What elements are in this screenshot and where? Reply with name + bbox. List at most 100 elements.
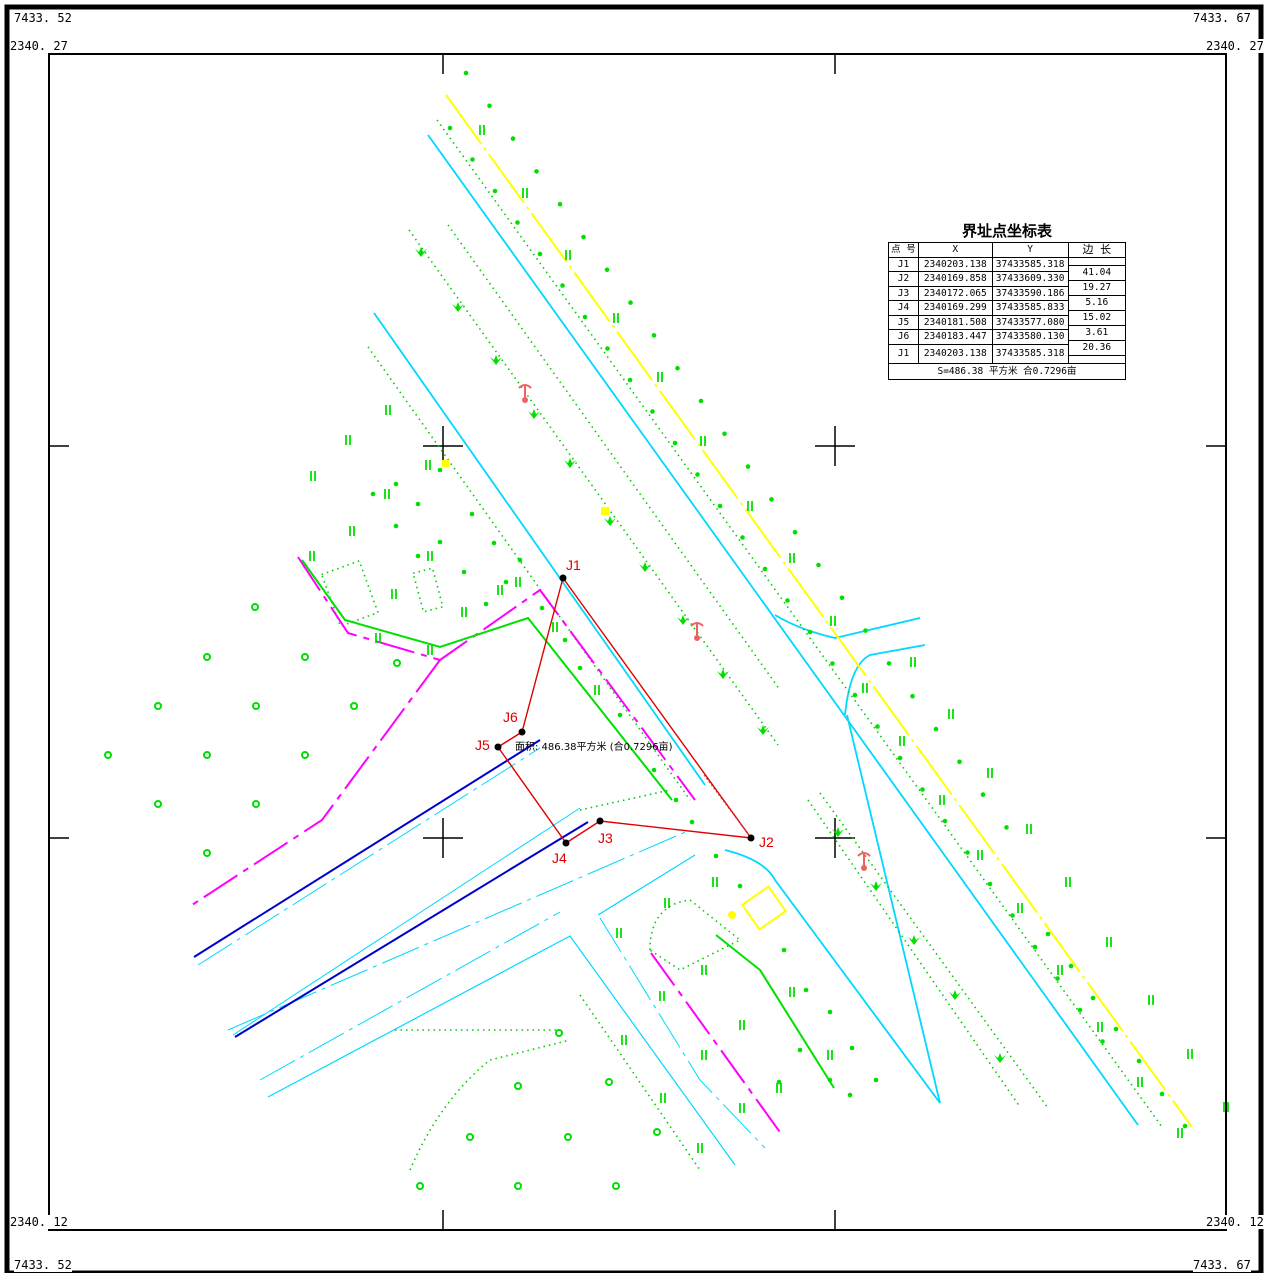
shrub-dot [557, 201, 563, 207]
green-solid-lines [301, 559, 835, 1089]
shrub-dot [675, 365, 680, 371]
cell-point: J5 [888, 314, 919, 330]
tree-circle [393, 659, 401, 667]
shrub-dot [1100, 1039, 1105, 1044]
shrub-dot [910, 693, 915, 699]
header-length: 边 长 [1067, 242, 1127, 258]
shrub-dot [717, 503, 723, 509]
grass-symbol [660, 1093, 666, 1103]
shrub-dot [604, 267, 610, 273]
shrub-dot [562, 637, 568, 643]
grass-symbol [910, 657, 916, 667]
shrub-dot [415, 553, 421, 559]
grass-symbol [789, 987, 795, 997]
shrub-dot [437, 539, 443, 545]
shrub-dot [875, 724, 880, 729]
grass-symbol [1026, 824, 1032, 834]
shrub-dot [713, 853, 719, 859]
shrub-dot [933, 726, 939, 732]
cell-point: J6 [888, 329, 919, 345]
header-y: Y [991, 242, 1069, 258]
shrub-dot [627, 377, 633, 383]
cell-length: 3.61 [1067, 324, 1127, 341]
shrub-dot [1090, 995, 1096, 1001]
shrub-dot [560, 283, 565, 288]
grass-symbol [701, 1050, 707, 1060]
grass-symbol [664, 898, 670, 908]
grass-symbol [830, 616, 836, 626]
tree-circle [514, 1082, 522, 1090]
cell-y: 37433585.833 [991, 300, 1069, 316]
corner-label-bottom-right-northing: 2340. 12 [1206, 1215, 1264, 1229]
shrub-dot [849, 1045, 855, 1051]
grass-symbol [1106, 937, 1112, 947]
shrub-dot [792, 529, 798, 535]
shrub-dot [803, 987, 809, 993]
grass-symbol [427, 645, 433, 655]
shrub-dot [628, 300, 633, 305]
cell-x: 2340203.138 [917, 343, 993, 364]
header-x: X [917, 242, 993, 258]
tree-circle [653, 1128, 661, 1136]
grass-symbol [427, 551, 433, 561]
shrub-dot [1182, 1123, 1188, 1129]
shrub-dot [987, 881, 993, 887]
tree-circle [555, 1029, 563, 1037]
grass-symbol [621, 1035, 627, 1045]
blue-lines [193, 739, 589, 1038]
palm-symbol [528, 409, 540, 419]
grass-symbol [375, 633, 381, 643]
grass-symbol [657, 372, 663, 382]
shrub-dot [689, 819, 695, 825]
tree-circle [203, 849, 211, 857]
grass-symbol [1017, 903, 1023, 913]
grass-symbol [701, 965, 707, 975]
grass-symbol [552, 622, 558, 632]
grass-symbol [697, 1143, 703, 1153]
parcel-point-j5 [494, 743, 502, 751]
cell-y: 37433585.318 [991, 256, 1069, 272]
tree-circle [251, 603, 259, 611]
grass-symbol [1137, 1077, 1143, 1087]
shrub-dot [370, 491, 376, 497]
cell-x: 2340169.858 [917, 271, 993, 287]
grass-symbol [349, 526, 355, 536]
grass-symbol [384, 489, 390, 499]
grass-symbol [747, 501, 753, 511]
grass-symbol [515, 577, 521, 587]
shrub-dot [863, 628, 868, 633]
shrub-dot [515, 220, 520, 225]
grass-symbol [827, 1050, 833, 1060]
cell-y: 37433580.130 [991, 329, 1069, 345]
shrub-dot [957, 759, 962, 765]
parcel-point-j6 [518, 728, 526, 736]
shrub-dot [651, 767, 657, 773]
palm-symbol [639, 562, 651, 572]
shrub-dot [1159, 1091, 1165, 1097]
shrub-dot [415, 501, 421, 507]
shrub-dot [827, 1077, 833, 1083]
shrub-dot [673, 797, 679, 803]
grass-symbol [739, 1103, 745, 1113]
shrub-dot [847, 1092, 853, 1098]
shrub-dot [740, 535, 745, 540]
corner-label-top-left-easting: 7433. 52 [14, 11, 72, 25]
shrub-dot [672, 440, 678, 446]
shrub-dot [830, 661, 835, 666]
tree-circle [301, 751, 309, 759]
palm-symbol [994, 1053, 1006, 1063]
tree-symbol-icon [104, 603, 661, 1190]
parcel-boundary: J1 J2 J3 J4 J5 J6 面积: 486.38平方米 (合0.7296… [475, 557, 774, 866]
grass-symbol [425, 460, 431, 470]
grass-symbol [1057, 965, 1063, 975]
palm-symbol [415, 247, 427, 257]
tree-circle [564, 1133, 572, 1141]
grass-symbol [862, 683, 868, 693]
shrub-dot [1010, 913, 1015, 918]
grass-symbol [789, 553, 795, 563]
shrub-dot [581, 234, 586, 240]
palm-symbol [949, 990, 961, 1000]
grass-symbol [1177, 1128, 1183, 1138]
grass-symbol [977, 850, 983, 860]
grass-symbol [616, 928, 622, 938]
